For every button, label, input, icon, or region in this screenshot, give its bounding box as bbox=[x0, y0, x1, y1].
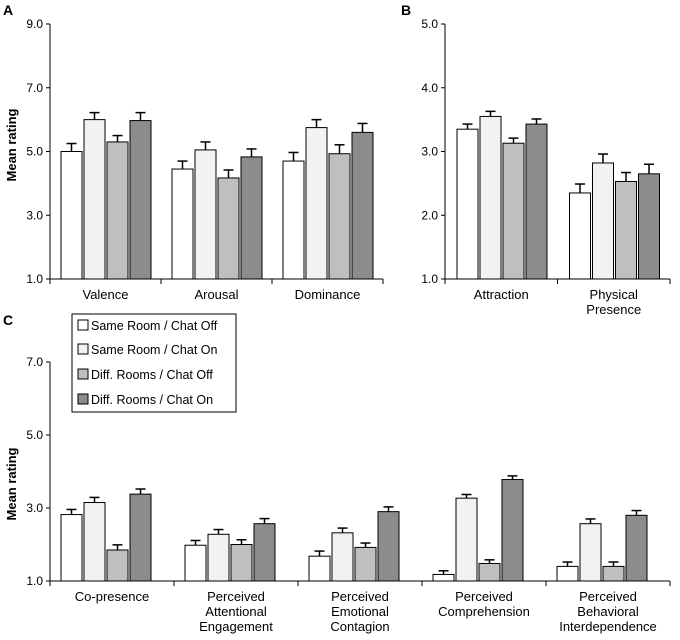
legend-swatch-0 bbox=[77, 319, 89, 331]
category-label-line: Emotional bbox=[331, 604, 389, 619]
panel-label-b: B bbox=[401, 2, 411, 18]
category-label-line: Valence bbox=[82, 287, 128, 302]
bar-b-s2-c0 bbox=[502, 142, 525, 280]
y-tick-label-c: 5.0 bbox=[26, 428, 43, 442]
y-axis-label-a: Mean rating bbox=[4, 108, 19, 181]
category-label-b: Physical Presence bbox=[586, 287, 641, 317]
bar-a-s0-c0 bbox=[60, 151, 83, 280]
category-label-line: Perceived bbox=[207, 589, 265, 604]
category-label-line: Engagement bbox=[199, 619, 273, 634]
legend-swatch-1 bbox=[77, 343, 89, 355]
category-label-a: Valence bbox=[82, 287, 128, 302]
category-label-a: Arousal bbox=[194, 287, 238, 302]
bar-a-s1-c2 bbox=[305, 127, 328, 280]
bar-a-s3-c2 bbox=[351, 131, 374, 280]
bar-c-s2-c4 bbox=[602, 565, 625, 582]
category-label-line: Attraction bbox=[474, 287, 529, 302]
bar-b-s2-c1 bbox=[615, 180, 637, 280]
category-label-c: Co-presence bbox=[75, 589, 149, 604]
bar-a-s3-c0 bbox=[129, 120, 152, 280]
y-tick-label-a: 3.0 bbox=[26, 208, 43, 222]
y-tick-label-a: 7.0 bbox=[26, 81, 43, 95]
category-label-line: Perceived bbox=[579, 589, 637, 604]
category-label-line: Arousal bbox=[194, 287, 238, 302]
bar-c-s2-c3 bbox=[478, 562, 501, 582]
bars-layer: 1.0 3.0 5.0 7.0 9.0 Valence Arousal Dominance 1.… bbox=[26, 17, 671, 634]
y-tick-label-b: 3.0 bbox=[421, 145, 438, 159]
category-label-line: Physical bbox=[590, 287, 639, 302]
bar-c-s3-c3 bbox=[501, 479, 524, 582]
bar-c-s1-c3 bbox=[455, 497, 478, 582]
y-tick-label-c: 1.0 bbox=[26, 574, 43, 588]
bar-c-s3-c0 bbox=[129, 493, 152, 582]
y-tick-label-b: 1.0 bbox=[421, 272, 438, 286]
y-tick-label-c: 7.0 bbox=[26, 355, 43, 369]
legend-label-0: Same Room / Chat Off bbox=[91, 319, 218, 333]
bar-a-s2-c2 bbox=[328, 153, 351, 280]
bar-c-s0-c1 bbox=[184, 544, 207, 582]
bar-c-s2-c1 bbox=[230, 544, 253, 582]
category-label-line: Perceived bbox=[455, 589, 513, 604]
bar-a-s2-c1 bbox=[217, 177, 240, 280]
category-label-line: Contagion bbox=[330, 619, 389, 634]
category-label-b: Attraction bbox=[474, 287, 529, 302]
bar-c-s1-c2 bbox=[331, 532, 354, 582]
category-label-line: Perceived bbox=[331, 589, 389, 604]
bar-a-s0-c1 bbox=[171, 168, 194, 280]
legend-label-2: Diff. Rooms / Chat Off bbox=[91, 368, 213, 382]
bar-a-s1-c1 bbox=[194, 149, 217, 280]
category-label-line: Behavioral bbox=[577, 604, 639, 619]
bar-c-s0-c3 bbox=[432, 573, 455, 582]
bar-b-s1-c0 bbox=[479, 115, 502, 280]
bar-a-s3-c1 bbox=[240, 156, 263, 280]
bar-c-s0-c0 bbox=[60, 514, 83, 582]
category-label-c: Perceived Emotional Contagion bbox=[330, 589, 389, 634]
panel-label-a: A bbox=[3, 2, 13, 18]
bar-c-s2-c0 bbox=[106, 549, 129, 582]
category-label-a: Dominance bbox=[295, 287, 361, 302]
bar-c-s3-c1 bbox=[253, 523, 276, 582]
category-label-line: Attentional bbox=[205, 604, 267, 619]
panel-label-c: C bbox=[3, 312, 13, 328]
legend-swatch-3 bbox=[77, 393, 89, 405]
category-label-line: Co-presence bbox=[75, 589, 149, 604]
y-tick-label-b: 5.0 bbox=[421, 17, 438, 31]
y-axis-label-c: Mean rating bbox=[4, 447, 19, 520]
bar-b-s3-c1 bbox=[638, 173, 660, 280]
bar-b-s1-c1 bbox=[592, 162, 614, 280]
bar-a-s1-c0 bbox=[83, 119, 106, 280]
category-label-line: Presence bbox=[586, 302, 641, 317]
bar-c-s2-c2 bbox=[354, 546, 377, 582]
legend-swatch-2 bbox=[77, 368, 89, 380]
y-tick-label-b: 4.0 bbox=[421, 81, 438, 95]
bar-c-s3-c4 bbox=[625, 514, 648, 582]
category-label-line: Interdependence bbox=[559, 619, 657, 634]
y-tick-label-a: 5.0 bbox=[26, 145, 43, 159]
legend-label-1: Same Room / Chat On bbox=[91, 343, 217, 357]
bar-c-s0-c4 bbox=[556, 565, 579, 582]
bar-c-s1-c4 bbox=[579, 523, 602, 582]
bar-c-s0-c2 bbox=[308, 555, 331, 582]
y-tick-label-c: 3.0 bbox=[26, 501, 43, 515]
y-tick-label-a: 9.0 bbox=[26, 17, 43, 31]
y-tick-label-b: 2.0 bbox=[421, 208, 438, 222]
bar-c-s1-c1 bbox=[207, 533, 230, 582]
bar-a-s2-c0 bbox=[106, 141, 129, 280]
legend-label-3: Diff. Rooms / Chat On bbox=[91, 393, 213, 407]
bar-b-s0-c1 bbox=[569, 192, 591, 280]
category-label-line: Dominance bbox=[295, 287, 361, 302]
bar-c-s1-c0 bbox=[83, 502, 106, 582]
legend-frame bbox=[71, 313, 237, 413]
y-tick-label-a: 1.0 bbox=[26, 272, 43, 286]
category-label-c: Perceived Comprehension bbox=[438, 589, 530, 619]
bar-b-s3-c0 bbox=[525, 123, 548, 280]
bar-c-s3-c2 bbox=[377, 511, 400, 582]
bar-b-s0-c0 bbox=[456, 128, 479, 280]
category-label-line: Comprehension bbox=[438, 604, 530, 619]
bar-a-s0-c2 bbox=[282, 160, 305, 280]
category-label-c: Perceived Behavioral Interdependence bbox=[559, 589, 657, 634]
category-label-c: Perceived Attentional Engagement bbox=[199, 589, 273, 634]
legend: Same Room / Chat Off Same Room / Chat On… bbox=[71, 313, 237, 413]
